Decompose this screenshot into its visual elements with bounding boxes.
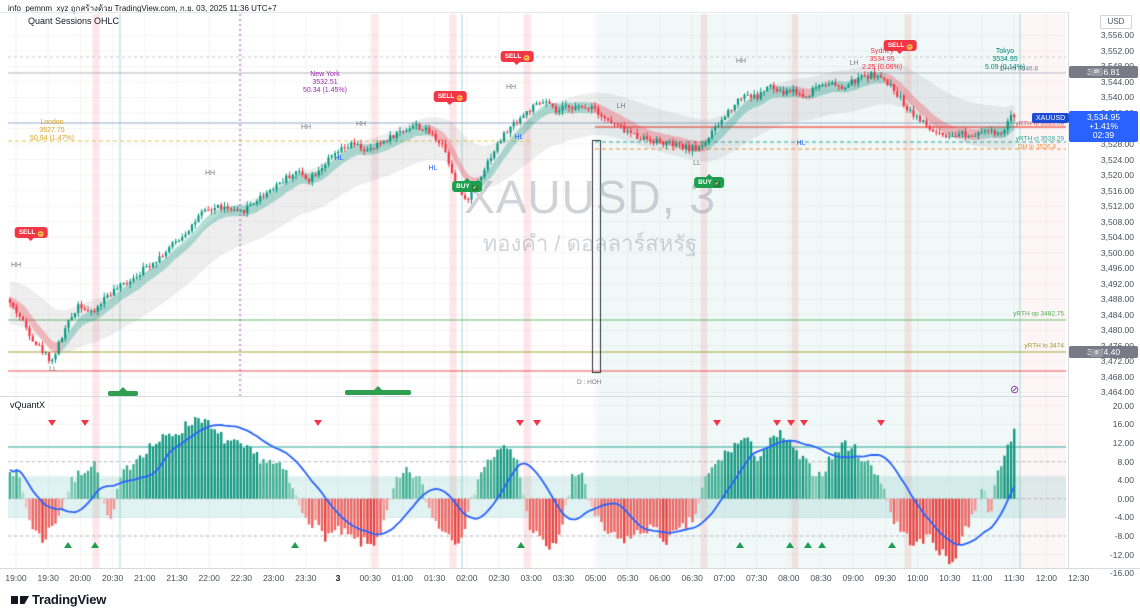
time-scale[interactable]	[0, 568, 1140, 589]
anchor-point-label: D : HOH	[577, 379, 602, 386]
symbol-tag: XAUUSD	[1032, 113, 1070, 123]
last-price-badge: 3,534.95 +1.41% 02:39	[1069, 111, 1138, 142]
screenshot-topbar: info_pemnm_xyz ถูกสร้างด้วย TradingView.…	[0, 0, 1140, 13]
currency-label[interactable]: USD	[1100, 15, 1132, 29]
hidden-drawing-icon[interactable]: ⊘	[1010, 384, 1020, 396]
change-percent: +1.41%	[1088, 121, 1119, 131]
tradingview-logo-text[interactable]: TradingView	[32, 592, 107, 607]
watermark-description: ทองคำ / ดอลลาร์สหรัฐ	[482, 231, 698, 256]
indicator-pane-legend[interactable]: vQuantX	[10, 400, 46, 410]
tradingview-logo-icon[interactable]	[10, 593, 30, 612]
logo-bar: TradingView	[0, 588, 1140, 612]
watermark-symbol: XAUUSD, 3	[464, 171, 716, 223]
axis-border	[1068, 12, 1069, 588]
price-scale[interactable]	[1069, 12, 1140, 588]
price-pane-legend[interactable]: Quant Sessions OHLC	[28, 16, 120, 26]
last-price: 3,534.95	[1086, 112, 1121, 122]
symbol-watermark: XAUUSD, 3 ทองคำ / ดอลลาร์สหรัฐ	[330, 170, 850, 261]
screenshot-caption: info_pemnm_xyz ถูกสร้างด้วย TradingView.…	[8, 4, 277, 13]
chart-border	[0, 12, 1140, 13]
bar-countdown: 02:39	[1092, 130, 1115, 140]
pane-separator[interactable]	[0, 396, 1068, 397]
